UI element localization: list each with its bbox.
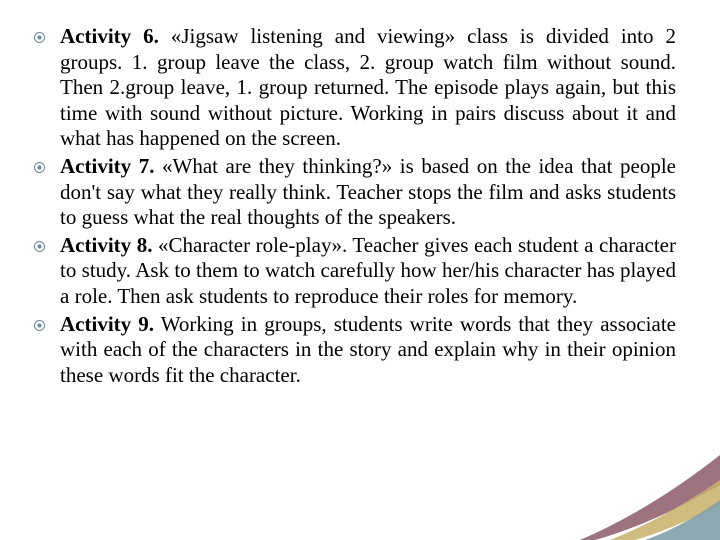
activity-label: Activity 9. — [60, 312, 154, 336]
activity-label: Activity 6. — [60, 24, 159, 48]
activity-label: Activity 7. — [60, 154, 154, 178]
list-item: Activity 9. Working in groups, students … — [60, 312, 676, 389]
activity-list: Activity 6. «Jigsaw listening and viewin… — [60, 24, 676, 389]
corner-accent-icon — [540, 400, 720, 540]
activity-label: Activity 8. — [60, 233, 152, 257]
list-item: Activity 8. «Character role-play». Teach… — [60, 233, 676, 310]
list-item: Activity 7. «What are they thinking?» is… — [60, 154, 676, 231]
activity-text: «Character role-play». Teacher gives eac… — [60, 233, 676, 308]
list-item: Activity 6. «Jigsaw listening and viewin… — [60, 24, 676, 152]
